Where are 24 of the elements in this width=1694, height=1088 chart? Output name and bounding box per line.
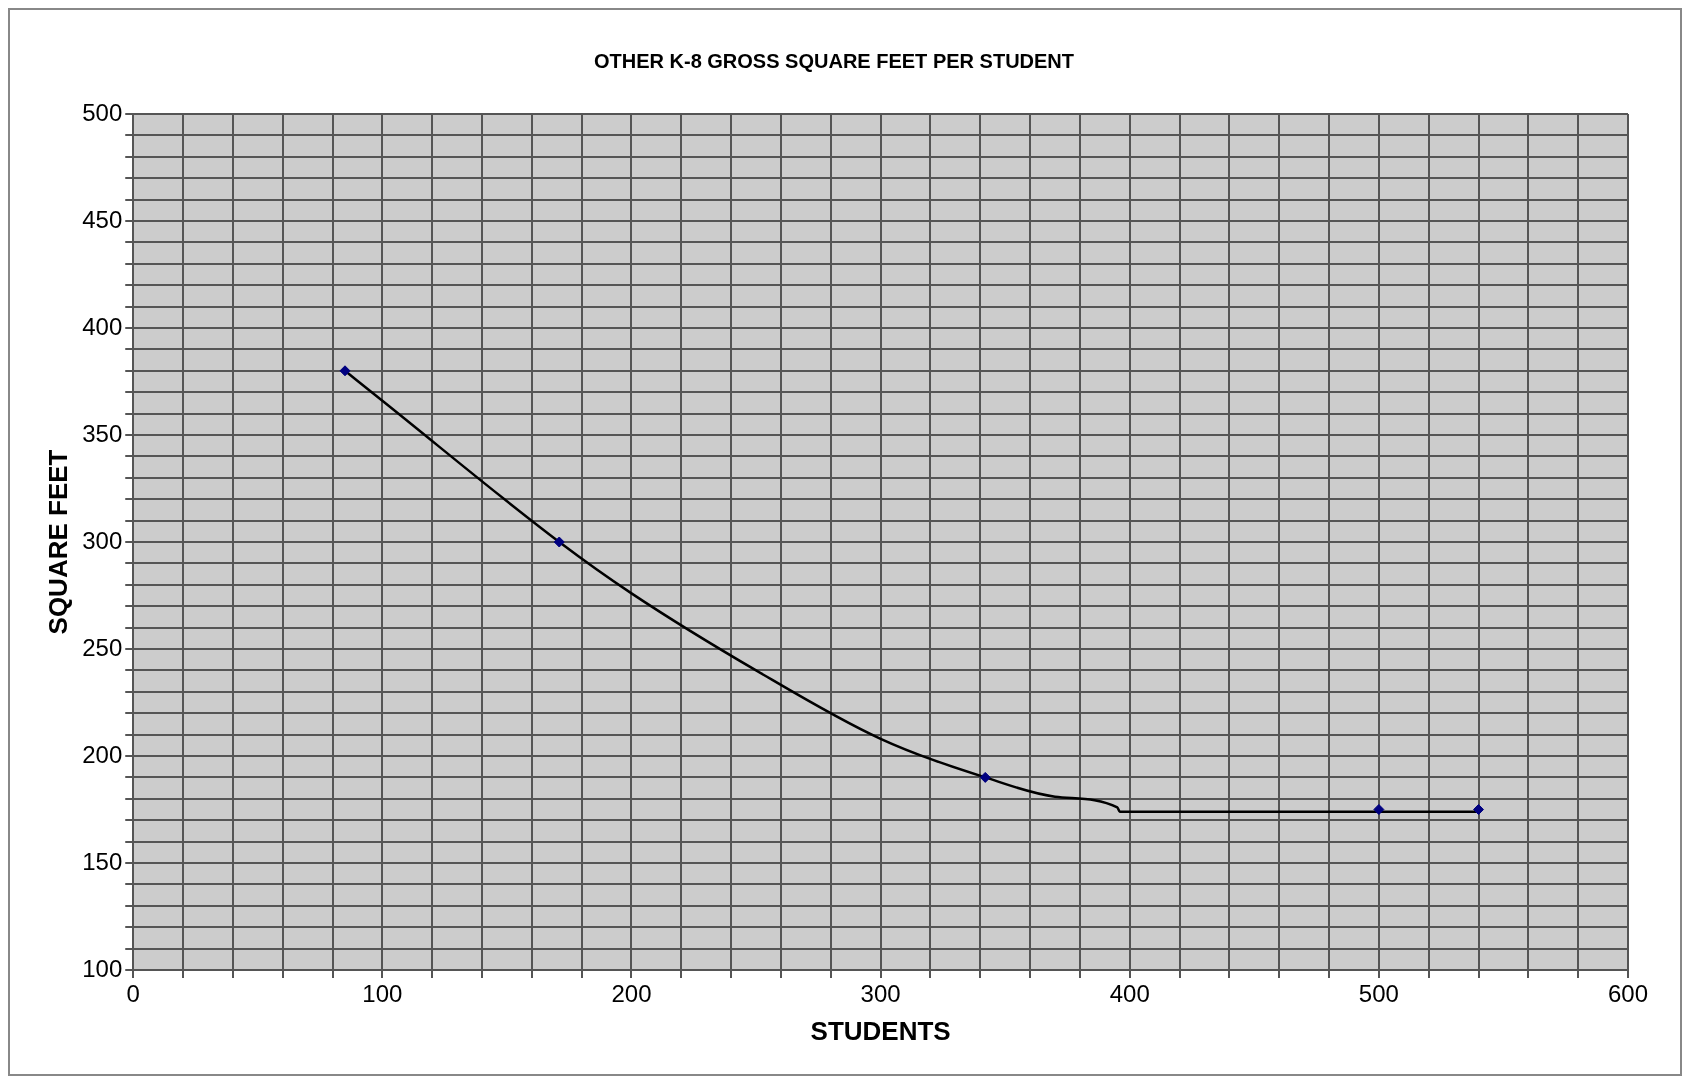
- y-tick-label: 300: [82, 526, 123, 554]
- point: [339, 365, 351, 377]
- chart-title: OTHER K-8 GROSS SQUARE FEET PER STUDENT: [593, 49, 1075, 72]
- x-tick-label: 400: [1109, 980, 1150, 1008]
- y-tick-label: 150: [82, 847, 123, 875]
- y-tick-label: 400: [82, 312, 123, 340]
- x-tick-label: 500: [1358, 980, 1399, 1008]
- x-tick-label: 600: [1607, 980, 1649, 1008]
- point: [1373, 804, 1385, 815]
- point: [979, 771, 991, 783]
- point: [1473, 804, 1485, 815]
- x-tick-label: 200: [611, 980, 652, 1008]
- y-tick-label: 500: [82, 98, 123, 126]
- y-tick-label: 450: [82, 205, 123, 233]
- y-tick-label: 250: [82, 633, 123, 661]
- y-tick-label: 350: [82, 419, 123, 447]
- y-axis-title: SQUARE FEET: [42, 449, 73, 635]
- y-tick-label: 200: [82, 740, 123, 768]
- point: [553, 536, 565, 548]
- y-tick-label: 100: [82, 954, 123, 982]
- x-tick-label: 0: [126, 980, 140, 1008]
- x-tick-label: 300: [860, 980, 901, 1008]
- x-tick-label: 100: [362, 980, 403, 1008]
- x-axis-title: STUDENTS: [810, 1015, 951, 1046]
